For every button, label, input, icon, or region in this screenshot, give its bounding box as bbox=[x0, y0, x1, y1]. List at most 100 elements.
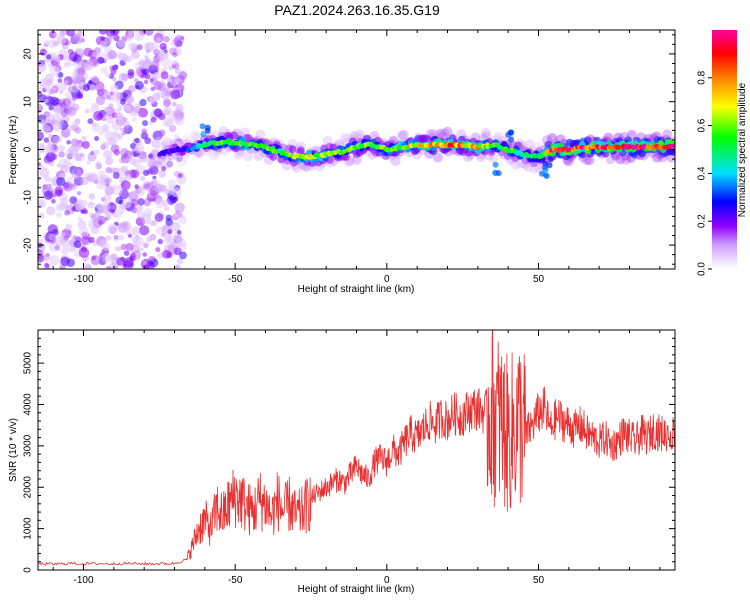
noise-blob bbox=[91, 123, 101, 133]
x-tick-label: 0 bbox=[384, 575, 390, 586]
noise-blob bbox=[134, 254, 141, 261]
ridge-blob bbox=[397, 130, 408, 141]
noise-blob bbox=[144, 55, 149, 60]
ridge-disturbance bbox=[200, 131, 207, 138]
noise-blob bbox=[43, 254, 50, 261]
noise-blob bbox=[120, 148, 129, 157]
noise-blob bbox=[53, 54, 61, 63]
noise-blob bbox=[96, 56, 105, 64]
noise-blob bbox=[131, 226, 140, 236]
y-tick-label: 2000 bbox=[23, 476, 34, 499]
noise-blob bbox=[173, 133, 180, 140]
ridge-blob bbox=[662, 129, 673, 140]
noise-blob bbox=[54, 245, 61, 251]
noise-blob bbox=[126, 36, 132, 42]
noise-blob bbox=[60, 109, 68, 118]
noise-blob bbox=[179, 216, 187, 224]
ridge-blob bbox=[432, 152, 443, 163]
noise-blob bbox=[144, 30, 154, 36]
noise-blob bbox=[40, 124, 51, 135]
ridge-disturbance bbox=[541, 164, 548, 171]
noise-blob bbox=[78, 48, 85, 54]
y-tick-label: 20 bbox=[23, 48, 34, 60]
noise-blob bbox=[127, 30, 135, 36]
noise-blob bbox=[79, 226, 89, 237]
noise-blob bbox=[117, 133, 124, 139]
noise-blob bbox=[91, 213, 101, 223]
noise-blob bbox=[149, 41, 159, 51]
ridge-blob bbox=[176, 156, 187, 167]
noise-blob bbox=[69, 196, 78, 205]
noise-blob bbox=[175, 117, 184, 126]
noise-blob bbox=[141, 214, 152, 225]
noise-blob bbox=[113, 234, 119, 240]
noise-blob bbox=[69, 82, 79, 93]
noise-blob bbox=[64, 209, 70, 216]
noise-blob bbox=[134, 80, 144, 90]
noise-blob bbox=[145, 49, 150, 54]
noise-blob bbox=[123, 257, 134, 268]
noise-blob bbox=[47, 224, 58, 235]
noise-blob bbox=[127, 71, 135, 79]
noise-blob bbox=[123, 250, 130, 256]
noise-blob bbox=[115, 111, 124, 120]
noise-blob bbox=[82, 262, 91, 269]
noise-blob bbox=[176, 230, 182, 235]
noise-blob bbox=[73, 240, 82, 249]
ridge-blob bbox=[583, 136, 592, 145]
ridge-blob bbox=[652, 152, 663, 163]
spectrogram-xlabel: Height of straight line (km) bbox=[298, 284, 415, 295]
noise-blob bbox=[134, 137, 140, 144]
noise-blob bbox=[120, 166, 127, 173]
noise-blob bbox=[139, 225, 150, 236]
noise-blob bbox=[88, 172, 98, 182]
noise-blob bbox=[77, 216, 84, 223]
noise-blob bbox=[68, 51, 78, 62]
ridge-disturbance bbox=[546, 162, 553, 169]
x-tick-label: -50 bbox=[228, 575, 243, 586]
ridge-blob bbox=[154, 136, 165, 147]
noise-blob bbox=[134, 30, 145, 41]
noise-blob bbox=[120, 99, 126, 105]
noise-blob bbox=[77, 30, 83, 36]
noise-blob bbox=[166, 187, 174, 195]
snr-series-line bbox=[38, 330, 675, 566]
noise-blob bbox=[141, 128, 147, 134]
noise-blob bbox=[124, 104, 132, 112]
noise-blob bbox=[120, 243, 128, 251]
noise-blob bbox=[93, 111, 104, 121]
noise-blob bbox=[80, 176, 89, 186]
noise-blob bbox=[112, 64, 119, 71]
noise-blob bbox=[137, 107, 148, 118]
noise-blob bbox=[61, 247, 69, 255]
noise-blob bbox=[91, 75, 99, 83]
x-tick-label: 50 bbox=[533, 274, 545, 285]
noise-blob bbox=[167, 76, 172, 82]
noise-blob bbox=[51, 135, 59, 143]
noise-blob bbox=[100, 67, 108, 75]
noise-blob bbox=[58, 151, 65, 158]
noise-blob bbox=[81, 140, 90, 149]
noise-blob bbox=[84, 60, 94, 71]
noise-blob bbox=[112, 185, 123, 195]
ridge-blob bbox=[510, 159, 521, 170]
noise-blob bbox=[38, 200, 42, 207]
noise-blob bbox=[103, 106, 110, 112]
noise-blob bbox=[142, 260, 148, 265]
noise-blob bbox=[102, 202, 111, 211]
snr-xlabel: Height of straight line (km) bbox=[298, 584, 415, 595]
noise-blob bbox=[134, 184, 139, 189]
noise-blob bbox=[49, 255, 60, 266]
noise-blob bbox=[138, 188, 144, 194]
noise-blob bbox=[56, 35, 67, 45]
noise-blob bbox=[121, 55, 129, 63]
noise-blob bbox=[168, 124, 177, 133]
noise-blob bbox=[105, 157, 114, 166]
ridge-blob bbox=[253, 150, 264, 161]
ridge-blob bbox=[208, 150, 219, 161]
ridge-blob bbox=[340, 133, 351, 144]
noise-blob bbox=[40, 119, 46, 125]
noise-blob bbox=[57, 78, 63, 84]
colorbar: 0.0 0.2 0.4 0.6 0.8 Normalized spectral ampl… bbox=[697, 30, 748, 276]
